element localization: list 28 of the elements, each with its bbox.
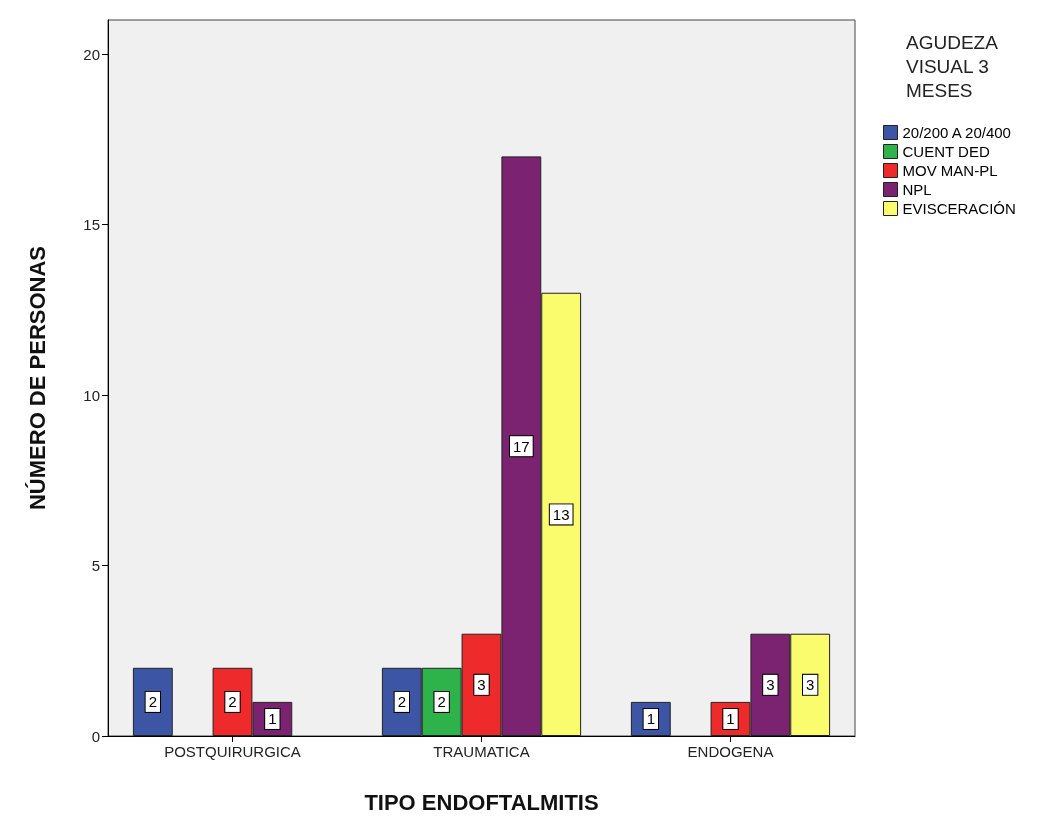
y-tick-label: 20 <box>83 45 100 63</box>
data-label: 3 <box>806 676 815 694</box>
data-label: 1 <box>646 710 655 728</box>
y-tick-label: 10 <box>83 386 100 404</box>
data-label: 2 <box>397 693 406 711</box>
y-tick-label: 15 <box>83 216 100 234</box>
legend-label: 20/200 A 20/400 <box>902 124 1011 141</box>
data-label: 3 <box>477 676 486 694</box>
legend-title: AGUDEZA VISUAL 3 MESES <box>906 31 1003 101</box>
data-label: 2 <box>228 693 237 711</box>
data-label: 3 <box>766 676 775 694</box>
x-tick-label: TRAUMATICA <box>433 743 530 760</box>
x-tick-label: POSTQUIRURGICA <box>164 743 301 760</box>
data-label: 17 <box>513 437 530 455</box>
legend-label: EVISCERACIÓN <box>902 200 1016 217</box>
legend-label: CUENT DED <box>902 143 990 160</box>
y-tick-label: 5 <box>91 557 100 575</box>
x-axis-title: TIPO ENDOFTALMITIS <box>364 789 599 815</box>
data-label: 1 <box>726 710 735 728</box>
y-tick-label: 0 <box>91 727 100 745</box>
data-label: 2 <box>148 693 157 711</box>
data-label: 13 <box>552 505 570 523</box>
data-label: 2 <box>437 693 446 711</box>
legend-label: MOV MAN-PL <box>902 162 998 179</box>
data-label: 1 <box>268 710 277 728</box>
y-axis-title: NÚMERO DE PERSONAS <box>24 245 50 511</box>
x-tick-label: ENDOGENA <box>687 743 774 760</box>
legend-label: NPL <box>902 181 932 198</box>
